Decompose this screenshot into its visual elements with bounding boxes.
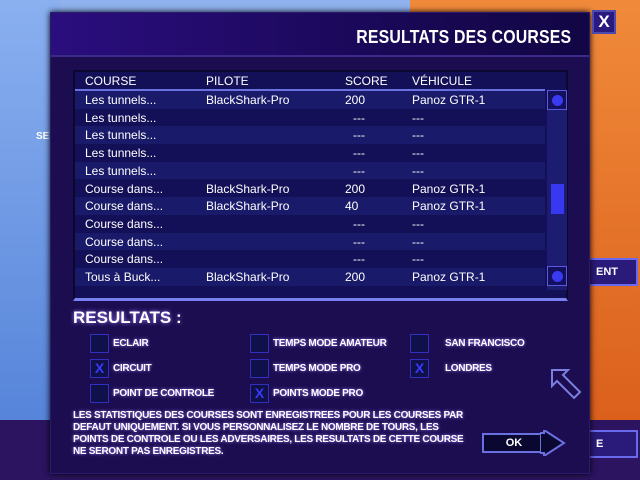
table-row[interactable]: Course dans... --- ---	[75, 250, 545, 268]
table-row[interactable]: Course dans... --- ---	[75, 232, 545, 251]
scrollbar-thumb[interactable]	[551, 184, 564, 214]
filter-label[interactable]: CIRCUIT	[113, 363, 152, 374]
filter-checkbox[interactable]	[250, 359, 269, 378]
header-course[interactable]: COURSE	[85, 74, 137, 88]
cell-vehicule: ---	[412, 216, 424, 231]
cell-score: ---	[353, 216, 365, 231]
filter-label[interactable]: SAN FRANCISCO	[445, 338, 525, 349]
cell-pilote: BlackShark-Pro	[206, 181, 290, 196]
cell-vehicule: ---	[412, 128, 424, 143]
filter-checkbox[interactable]	[90, 334, 109, 353]
cell-score: ---	[353, 128, 365, 143]
table-row[interactable]: Tous à Buck... BlackShark-Pro 200 Panoz GTR…	[75, 268, 545, 286]
cell-course: Les tunnels...	[85, 93, 157, 107]
cell-score: 200	[345, 181, 366, 196]
scrollbar[interactable]	[547, 90, 567, 290]
filter-checkbox[interactable]: X	[410, 359, 429, 378]
cell-score: ---	[353, 252, 365, 267]
cell-course: Les tunnels...	[85, 128, 157, 143]
cell-vehicule: Panoz GTR-1	[412, 199, 486, 214]
filter-label[interactable]: TEMPS MODE PRO	[273, 363, 361, 374]
background-menu-button[interactable]: ENT	[588, 258, 638, 286]
cell-score: ---	[353, 110, 365, 125]
table-row[interactable]: Les tunnels... --- ---	[75, 108, 545, 127]
cell-pilote: BlackShark-Pro	[206, 199, 290, 214]
cell-score: 40	[345, 199, 359, 214]
table-row[interactable]: Les tunnels... --- ---	[75, 144, 545, 162]
filter-label[interactable]: POINT DE CONTROLE	[113, 388, 215, 399]
scroll-down-button[interactable]	[547, 266, 567, 286]
table-row[interactable]: Course dans... --- ---	[75, 214, 545, 233]
background-side-label: SE	[36, 131, 50, 142]
filter-checkbox[interactable]: X	[250, 384, 269, 403]
filter-label[interactable]: POINTS MODE PRO	[273, 388, 363, 399]
dialog-title: RESULTATS DES COURSES	[356, 27, 571, 47]
header-score[interactable]: SCORE	[345, 74, 388, 88]
table-row[interactable]: Les tunnels... BlackShark-Pro 200 Panoz GTR…	[75, 91, 545, 109]
cell-course: Course dans...	[85, 216, 164, 231]
dialog-header: RESULTATS DES COURSES	[51, 13, 589, 57]
cell-vehicule: Panoz GTR-1	[412, 270, 486, 284]
results-title: RESULTATS :	[73, 308, 182, 327]
cell-course: Course dans...	[85, 234, 164, 249]
ok-button[interactable]: OK	[482, 430, 566, 456]
cell-course: Course dans...	[85, 252, 164, 267]
filter-checkbox[interactable]: X	[90, 359, 109, 378]
ok-label: OK	[482, 433, 544, 453]
filter-label[interactable]: ECLAIR	[113, 338, 149, 349]
arrow-right-icon	[540, 430, 566, 456]
header-vehicule[interactable]: VÉHICULE	[412, 74, 473, 88]
table-row[interactable]: Les tunnels... --- ---	[75, 126, 545, 145]
cell-course: Les tunnels...	[85, 110, 157, 125]
cell-score: ---	[353, 163, 365, 178]
close-button[interactable]: X	[592, 10, 616, 34]
cell-score: 200	[345, 270, 366, 284]
cell-course: Course dans...	[85, 199, 164, 214]
filter-checkbox[interactable]	[250, 334, 269, 353]
cell-course: Course dans...	[85, 181, 164, 196]
cell-vehicule: ---	[412, 234, 424, 249]
cell-pilote: BlackShark-Pro	[206, 270, 290, 284]
cell-course: Les tunnels...	[85, 163, 157, 178]
cell-score: ---	[353, 146, 365, 161]
scroll-up-button[interactable]	[547, 90, 567, 110]
cell-vehicule: Panoz GTR-1	[412, 181, 486, 196]
table-header: COURSE PILOTE SCORE VÉHICULE	[75, 72, 545, 91]
cell-score: 200	[345, 93, 366, 107]
filter-label[interactable]: LONDRES	[445, 363, 492, 374]
cell-vehicule: Panoz GTR-1	[412, 93, 486, 107]
background-menu-button-2[interactable]: E	[588, 430, 638, 458]
table-row[interactable]: Course dans... BlackShark-Pro 200 Panoz GTR…	[75, 179, 545, 198]
arrow-up-left-icon[interactable]	[550, 368, 582, 400]
info-note: LES STATISTIQUES DES COURSES SONT ENREGI…	[73, 410, 464, 457]
cell-course: Les tunnels...	[85, 146, 157, 161]
cell-vehicule: ---	[412, 146, 424, 161]
filter-checkbox[interactable]	[410, 334, 429, 353]
cell-score: ---	[353, 234, 365, 249]
cell-vehicule: ---	[412, 110, 424, 125]
results-table: COURSE PILOTE SCORE VÉHICULE Les tunnels…	[73, 70, 568, 301]
table-row[interactable]: Course dans... BlackShark-Pro 40 Panoz GTR-…	[75, 197, 545, 215]
cell-vehicule: ---	[412, 252, 424, 267]
filter-checkbox[interactable]	[90, 384, 109, 403]
filter-label[interactable]: TEMPS MODE AMATEUR	[273, 338, 387, 349]
cell-pilote: BlackShark-Pro	[206, 93, 290, 107]
header-pilote[interactable]: PILOTE	[206, 74, 249, 88]
cell-vehicule: ---	[412, 163, 424, 178]
cell-course: Tous à Buck...	[85, 270, 161, 284]
table-row[interactable]: Les tunnels... --- ---	[75, 161, 545, 180]
